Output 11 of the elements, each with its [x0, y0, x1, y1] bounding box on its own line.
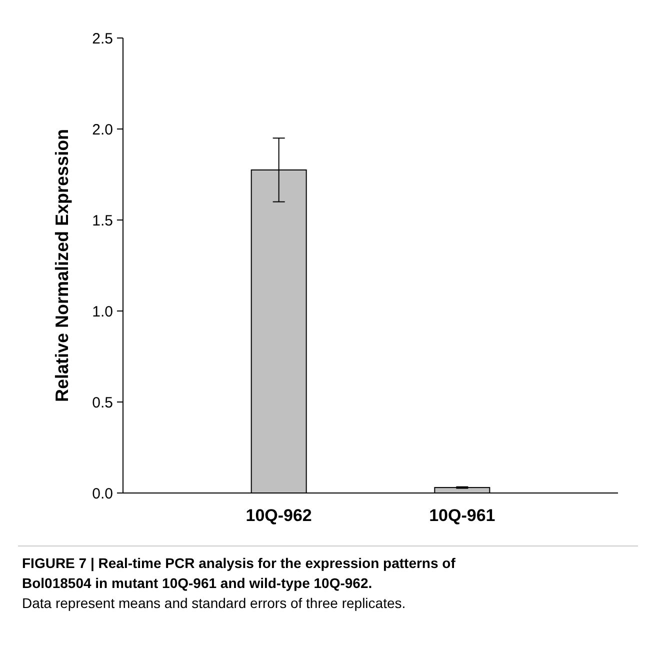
y-tick-label: 1.0 — [92, 303, 113, 320]
y-tick-label: 2.0 — [92, 121, 113, 138]
y-tick-label: 0.5 — [92, 394, 113, 412]
text: Data represent means and standard errors of three replicates. — [22, 595, 406, 611]
x-tick-label: 10Q-962 — [246, 506, 312, 525]
text: FIGURE 7 | Real-time PCR analysis for the expression patterns of Bol018504 in mutant 10Q-961 and wild-type 10Q-962. — [22, 555, 456, 591]
x-tick-label: 10Q-961 — [429, 506, 496, 525]
y-tick-label: 1.5 — [92, 212, 113, 230]
y-tick-label: 2.5 — [92, 30, 113, 48]
y-tick-label: 0.0 — [92, 485, 113, 502]
y-axis-title: Relative Normalized Expression — [52, 128, 72, 402]
